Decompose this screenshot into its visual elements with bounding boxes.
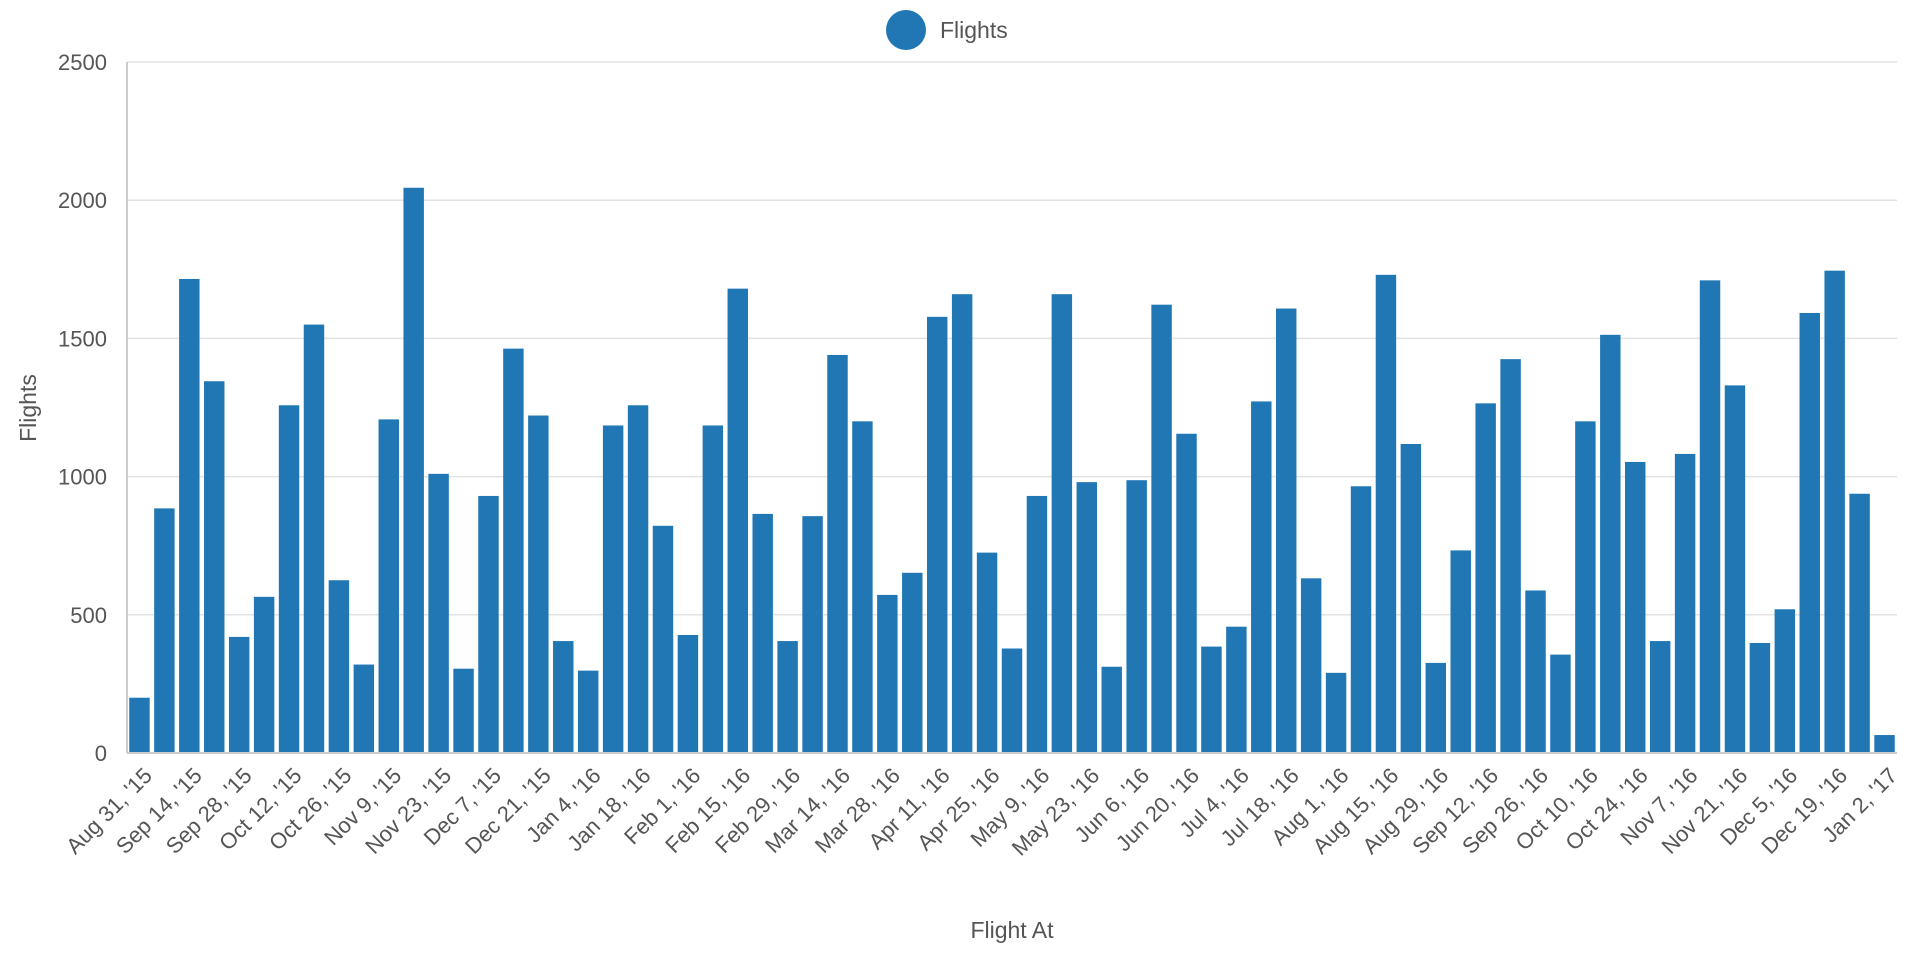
bar[interactable] — [1076, 482, 1098, 753]
bar[interactable] — [129, 697, 150, 753]
bar[interactable] — [1749, 642, 1771, 753]
y-axis-ticks: 0 500 1000 1500 2000 2500 — [58, 50, 107, 766]
bar[interactable] — [1325, 672, 1347, 753]
bar[interactable] — [627, 405, 649, 753]
y-tick-label: 1500 — [58, 326, 107, 351]
legend-marker[interactable] — [886, 10, 926, 50]
bar[interactable] — [852, 421, 873, 753]
bar[interactable] — [827, 354, 848, 753]
y-tick-label: 500 — [70, 603, 107, 628]
bar[interactable] — [1251, 401, 1272, 753]
bar[interactable] — [1600, 334, 1621, 753]
bar[interactable] — [503, 348, 524, 753]
bar[interactable] — [1400, 443, 1422, 753]
bar[interactable] — [253, 596, 275, 753]
bar[interactable] — [303, 324, 325, 753]
bar[interactable] — [478, 495, 499, 753]
x-axis-title: Flight At — [970, 917, 1054, 943]
bar[interactable] — [577, 670, 599, 753]
bar[interactable] — [777, 641, 798, 753]
bars — [129, 187, 1895, 753]
bar[interactable] — [1525, 590, 1546, 753]
bar[interactable] — [802, 516, 823, 753]
bar[interactable] — [1849, 493, 1870, 753]
y-tick-label: 1000 — [58, 465, 107, 490]
bar[interactable] — [1425, 662, 1447, 753]
bar[interactable] — [1774, 609, 1796, 753]
bar[interactable] — [1625, 461, 1646, 753]
bar[interactable] — [677, 634, 699, 753]
bar[interactable] — [1500, 359, 1521, 753]
bar[interactable] — [204, 381, 225, 753]
bar[interactable] — [1375, 274, 1397, 753]
bar[interactable] — [1126, 480, 1147, 753]
bar[interactable] — [1475, 403, 1496, 753]
legend-label[interactable]: Flights — [940, 17, 1008, 43]
bar[interactable] — [1674, 453, 1696, 753]
y-tick-label: 2000 — [58, 188, 107, 213]
bar[interactable] — [1450, 550, 1471, 753]
y-axis-title: Flights — [15, 374, 41, 442]
bar[interactable] — [1226, 626, 1247, 753]
bar[interactable] — [528, 415, 549, 753]
bar[interactable] — [727, 288, 748, 753]
bar[interactable] — [951, 294, 973, 753]
bar[interactable] — [1101, 666, 1122, 753]
bar[interactable] — [1550, 654, 1571, 753]
bar[interactable] — [1724, 385, 1746, 753]
bar[interactable] — [1699, 280, 1721, 753]
bar[interactable] — [1276, 308, 1297, 753]
bar[interactable] — [228, 636, 250, 753]
bar[interactable] — [154, 508, 175, 753]
bar[interactable] — [1001, 648, 1023, 753]
bar[interactable] — [702, 425, 724, 753]
y-tick-label: 0 — [95, 741, 107, 766]
bar[interactable] — [278, 405, 300, 753]
bar[interactable] — [353, 664, 375, 753]
bar[interactable] — [1350, 486, 1372, 753]
bar[interactable] — [1026, 495, 1048, 753]
bar[interactable] — [877, 594, 898, 753]
bar[interactable] — [926, 316, 948, 753]
bar[interactable] — [1799, 312, 1820, 753]
y-tick-label: 2500 — [58, 50, 107, 75]
bar[interactable] — [976, 552, 998, 753]
bar[interactable] — [1201, 646, 1222, 753]
bar[interactable] — [1824, 270, 1845, 753]
bar[interactable] — [1051, 294, 1073, 753]
bar[interactable] — [328, 580, 350, 753]
bar[interactable] — [378, 419, 399, 753]
bar[interactable] — [1874, 735, 1895, 753]
bar[interactable] — [602, 425, 624, 753]
bar[interactable] — [428, 473, 449, 753]
bar[interactable] — [403, 187, 424, 753]
bar[interactable] — [1176, 433, 1197, 753]
bar[interactable] — [1575, 421, 1596, 753]
bar[interactable] — [752, 513, 773, 753]
bar[interactable] — [652, 525, 674, 753]
bar[interactable] — [1151, 304, 1172, 753]
bar[interactable] — [553, 641, 574, 753]
bar[interactable] — [453, 668, 474, 753]
bar[interactable] — [179, 278, 200, 753]
bar[interactable] — [1649, 641, 1671, 753]
bar[interactable] — [902, 572, 923, 753]
bar[interactable] — [1300, 578, 1322, 753]
legend[interactable]: Flights — [886, 10, 1008, 50]
